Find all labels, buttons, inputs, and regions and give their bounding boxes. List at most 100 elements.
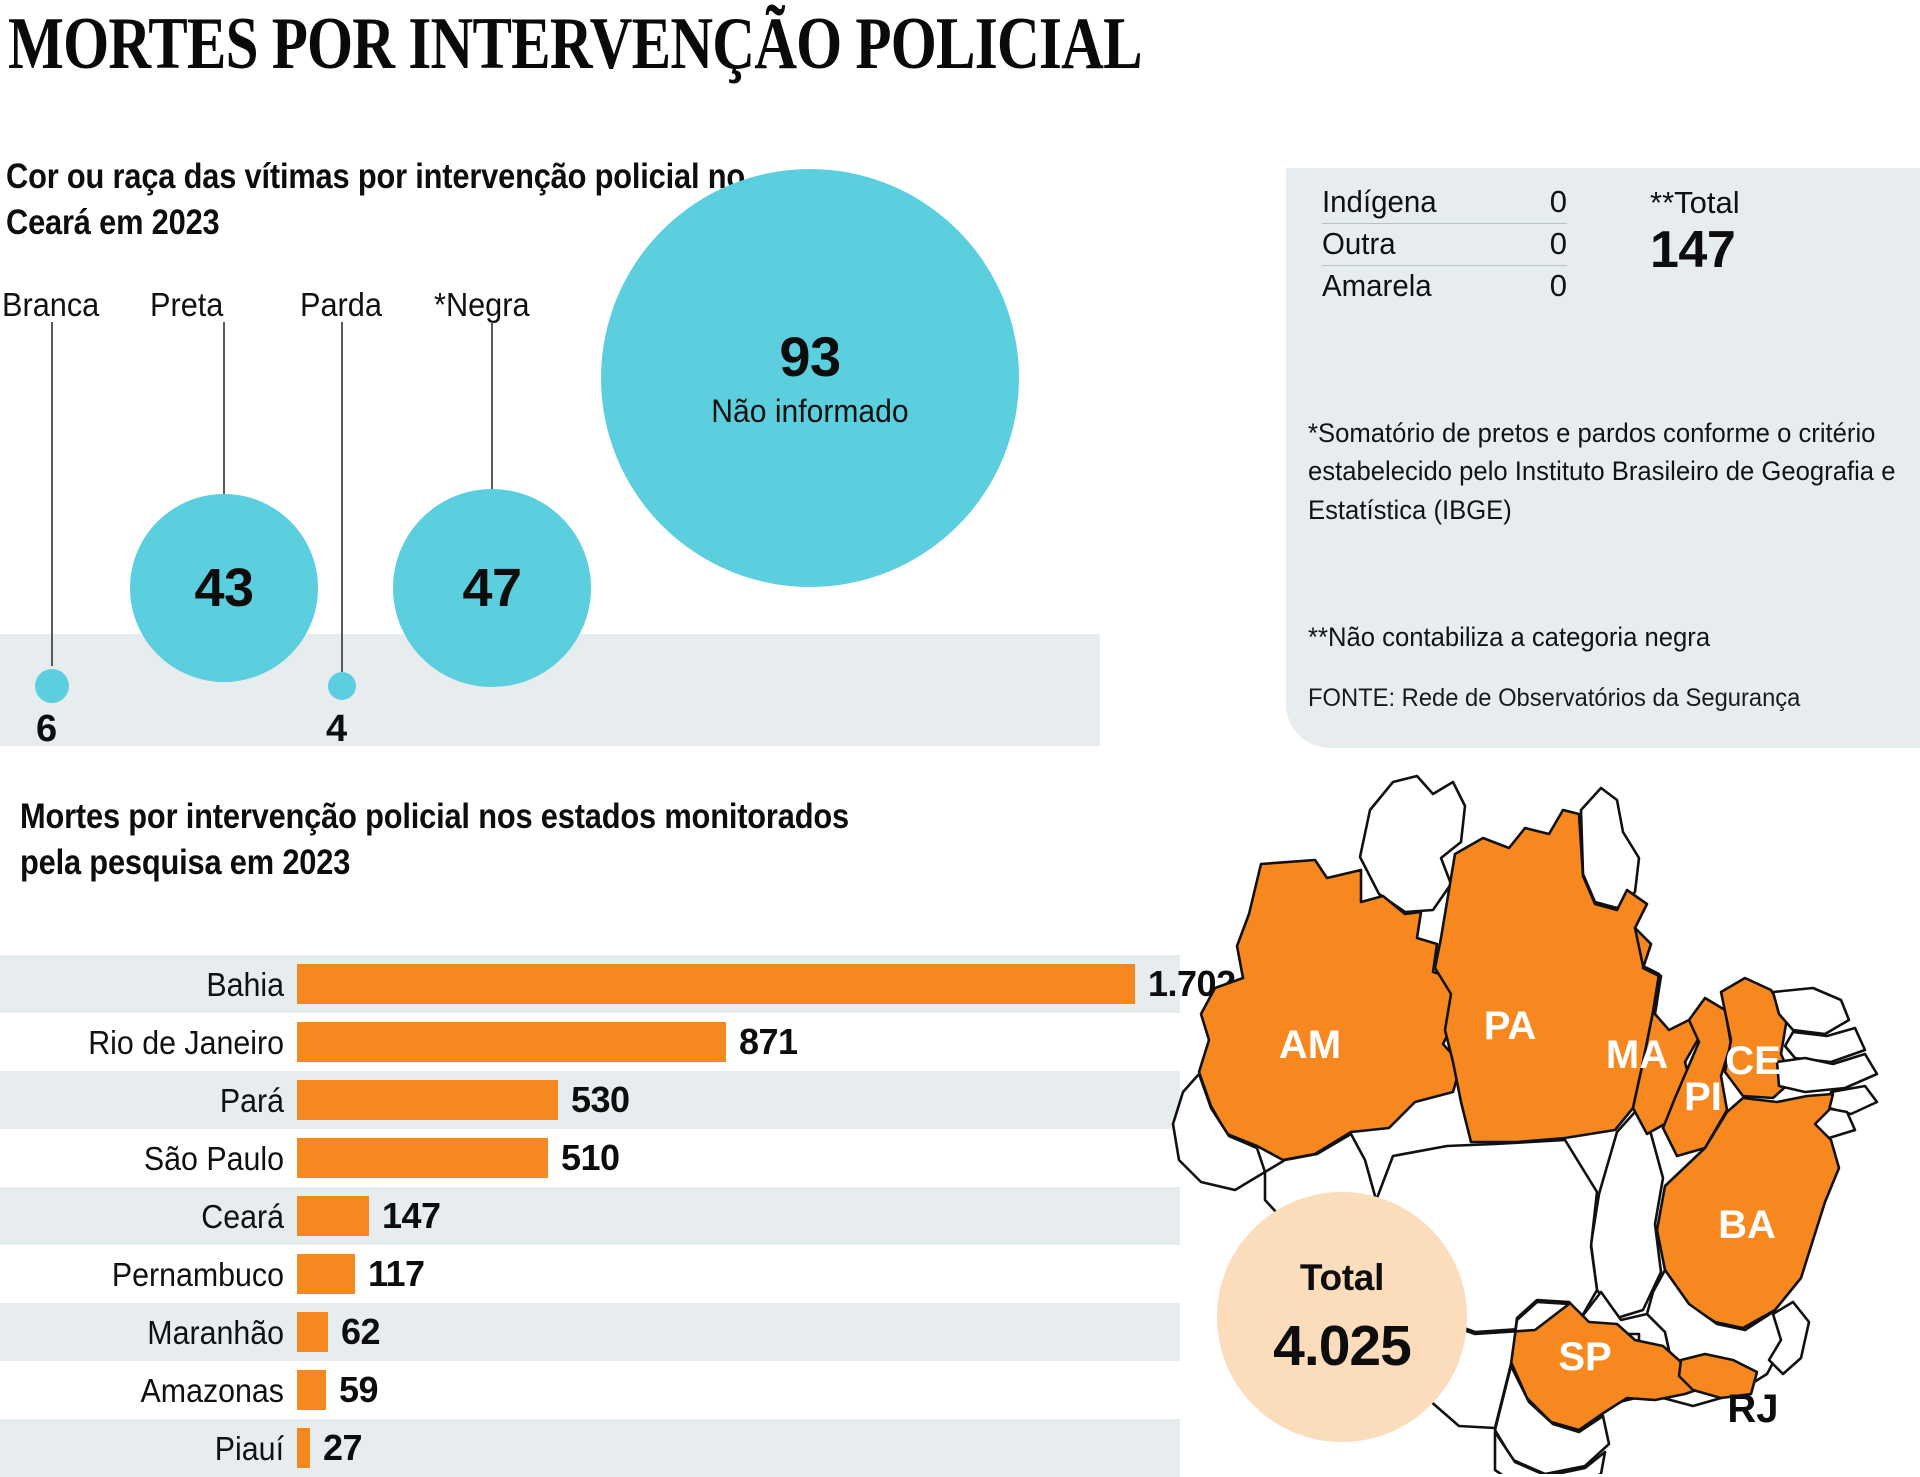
map-label-rj: RJ (1727, 1387, 1778, 1431)
footnote-double-asterisk: **Não contabiliza a categoria negra (1308, 622, 1711, 652)
states-total-bubble: Total 4.025 (1217, 1192, 1467, 1442)
states-section-heading: Mortes por intervenção policial nos esta… (20, 797, 849, 883)
info-panel-background (1286, 168, 1920, 748)
bubble-label-preta: Preta (150, 286, 224, 323)
bar-value-ceara: 147 (382, 1195, 441, 1236)
legend-row-indigena: Indígena 0 (1322, 182, 1567, 224)
bubble-negra: 47 (393, 489, 591, 687)
race-section-heading: Cor ou raça das vítimas por intervenção … (6, 157, 745, 243)
map-label-ma: MA (1606, 1033, 1668, 1077)
bar-label-bahia: Bahia (206, 965, 284, 1003)
bar-value-amazonas: 59 (339, 1369, 379, 1410)
map-label-sp: SP (1558, 1335, 1611, 1379)
table-row: Pernambuco 117 (0, 1245, 1180, 1303)
brazil-map: AM PA MA CE PI BA SP RJ (1165, 762, 1920, 1474)
bar-label-rio-de-janeiro: Rio de Janeiro (88, 1023, 285, 1061)
map-state-am (1197, 858, 1463, 1162)
bar-label-para: Pará (219, 1081, 284, 1119)
bar-value-para: 530 (571, 1079, 630, 1120)
bubble-branca (35, 669, 69, 703)
legend-row-outra: Outra 0 (1322, 224, 1567, 266)
page-title: MORTES POR INTERVENÇÃO POLICIAL (8, 3, 1143, 85)
legend-name-amarela: Amarela (1322, 268, 1432, 303)
legend-value-indigena: 0 (1549, 184, 1567, 219)
map-label-pa: PA (1484, 1004, 1537, 1048)
map-state-sc (1493, 1430, 1607, 1474)
map-state-pe (1775, 1052, 1879, 1094)
bar-label-pernambuco: Pernambuco (111, 1255, 284, 1293)
bubble-value-preta: 43 (194, 558, 254, 618)
table-row: São Paulo 510 (0, 1129, 1180, 1187)
bar-label-ceara: Ceará (201, 1197, 284, 1235)
footnote-asterisk: *Somatório de pretos e pardos conforme o… (1308, 418, 1896, 525)
table-row: Bahia 1.702 (0, 955, 1236, 1013)
states-total-value: 4.025 (1273, 1314, 1412, 1378)
table-row: Piauí 27 (0, 1419, 1180, 1477)
bar-para (297, 1080, 558, 1120)
table-row: Maranhão 62 (0, 1303, 1180, 1361)
legend-name-indigena: Indígena (1322, 184, 1437, 219)
map-label-am: AM (1279, 1023, 1341, 1067)
race-total-block: **Total 147 (1650, 185, 1890, 280)
race-total-value: 147 (1650, 221, 1736, 280)
bar-bahia (297, 964, 1135, 1004)
bar-value-pernambuco: 117 (368, 1253, 425, 1294)
bubble-label-parda: Parda (300, 286, 382, 323)
table-row: Ceará 147 (0, 1187, 1180, 1245)
map-label-pi: PI (1684, 1075, 1722, 1119)
leader-line-branca (51, 322, 53, 666)
bubble-label-negra: *Negra (434, 286, 530, 323)
table-row: Rio de Janeiro 871 (0, 1013, 1180, 1071)
bar-ceara (297, 1196, 369, 1236)
race-legend-table: Indígena 0 Outra 0 Amarela 0 (1322, 182, 1567, 307)
race-total-label: **Total (1650, 185, 1740, 220)
leader-line-preta (223, 322, 225, 494)
bar-value-rio-de-janeiro: 871 (739, 1021, 798, 1062)
map-state-es (1767, 1300, 1811, 1376)
bubble-value-parda: 4 (326, 708, 347, 750)
bubble-nao-informado: 93 Não informado (601, 169, 1019, 587)
map-state-rr (1358, 774, 1467, 914)
states-bar-chart: Bahia 1.702 Rio de Janeiro 871 Pará 530 … (0, 955, 1236, 1477)
bar-maranhao (297, 1312, 328, 1352)
legend-name-outra: Outra (1322, 226, 1396, 261)
bar-piaui (297, 1428, 310, 1468)
bar-pernambuco (297, 1254, 355, 1294)
bar-rio-de-janeiro (297, 1022, 726, 1062)
bubble-preta: 43 (130, 494, 318, 682)
bubble-value-negra: 47 (462, 558, 522, 618)
bubble-label-branca: Branca (2, 286, 100, 323)
bar-label-maranhao: Maranhão (147, 1313, 284, 1351)
legend-value-outra: 0 (1549, 226, 1567, 261)
map-label-ba: BA (1718, 1203, 1776, 1247)
bar-sao-paulo (297, 1138, 548, 1178)
legend-value-amarela: 0 (1549, 268, 1567, 303)
source-credit: FONTE: Rede de Observatórios da Seguranç… (1308, 684, 1801, 712)
bubble-chart: Branca Preta Parda *Negra 6 43 4 47 93 N… (0, 0, 1180, 760)
map-state-ac (1171, 1072, 1267, 1192)
leader-line-parda (341, 322, 343, 672)
bar-value-sao-paulo: 510 (561, 1137, 620, 1178)
table-row: Amazonas 59 (0, 1361, 1180, 1419)
map-state-pb (1783, 1026, 1867, 1064)
bubble-parda (328, 672, 356, 700)
table-row: Pará 530 (0, 1071, 1180, 1129)
bar-label-piaui: Piauí (214, 1429, 284, 1467)
map-state-rn (1771, 986, 1851, 1036)
bar-value-maranhao: 62 (341, 1311, 381, 1352)
map-state-rj (1677, 1352, 1759, 1400)
brazil-map-svg: AM PA MA CE PI BA SP RJ (1171, 774, 1879, 1474)
states-total-label: Total (1299, 1257, 1385, 1298)
map-label-ce: CE (1725, 1039, 1781, 1083)
leader-line-negra (491, 322, 493, 489)
map-state-to (1589, 1110, 1665, 1320)
bar-value-piaui: 27 (323, 1427, 363, 1468)
bar-label-sao-paulo: São Paulo (143, 1139, 284, 1177)
bubble-value-branca: 6 (36, 708, 57, 750)
legend-row-amarela: Amarela 0 (1322, 266, 1567, 307)
bar-label-amazonas: Amazonas (140, 1371, 284, 1409)
bubble-value-nao-informado: 93 (779, 325, 841, 388)
bubble-label-nao-informado: Não informado (711, 393, 909, 429)
bar-amazonas (297, 1370, 326, 1410)
